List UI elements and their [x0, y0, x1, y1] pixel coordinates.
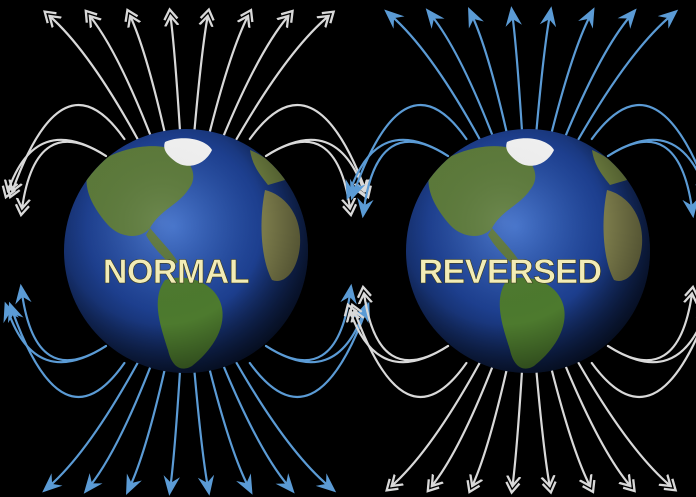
field-line-white-bottom-12 [350, 311, 450, 364]
field-lines [3, 6, 696, 496]
field-line-blue-top-0 [349, 103, 468, 201]
field-line-white-bottom-13 [606, 311, 696, 364]
field-line-blue-top-1 [384, 9, 481, 141]
field-line-blue-bottom-8 [235, 361, 337, 493]
field-line-white-top-1 [50, 16, 139, 141]
earth-globe-normal [64, 129, 308, 373]
field-line-blue-top-5 [534, 6, 557, 141]
field-line-blue-bottom-6 [206, 361, 253, 495]
field-line-white-top-2 [90, 16, 153, 141]
field-line-white-bottom-4 [513, 361, 524, 486]
field-line-blue-top-8 [577, 9, 679, 141]
field-line-white-top-8 [235, 16, 329, 141]
field-line-white-top-7 [221, 16, 288, 141]
earth-globe-reversed [406, 129, 650, 373]
field-line-blue-top-2 [425, 8, 495, 141]
field-line-blue-bottom-12 [3, 301, 108, 364]
field-line-white-bottom-2 [432, 361, 495, 486]
field-line-white-bottom-8 [577, 361, 671, 486]
field-line-blue-top-12 [345, 138, 450, 201]
field-line-blue-top-13 [606, 138, 696, 201]
field-line-blue-bottom-5 [192, 361, 215, 496]
field-line-white-top-3 [130, 16, 168, 141]
field-line-white-bottom-1 [392, 361, 481, 486]
label-reversed: REVERSED [418, 253, 601, 291]
field-line-blue-bottom-0 [7, 301, 126, 399]
label-normal: NORMAL [103, 253, 249, 291]
field-line-blue-top-3 [468, 7, 510, 141]
field-line-white-top-6 [206, 16, 248, 141]
field-line-white-top-4 [171, 16, 182, 141]
field-line-blue-bottom-7 [221, 361, 295, 494]
field-line-white-bottom-6 [548, 361, 590, 486]
field-line-white-bottom-9 [590, 336, 696, 399]
field-line-blue-bottom-9 [248, 301, 371, 399]
field-line-white-top-0 [12, 103, 126, 191]
field-line-blue-bottom-1 [42, 361, 139, 493]
field-line-white-bottom-5 [534, 361, 550, 486]
field-line-white-bottom-3 [472, 361, 510, 486]
field-line-blue-bottom-4 [163, 361, 182, 496]
field-line-blue-top-7 [563, 8, 637, 141]
field-line-blue-bottom-2 [83, 361, 153, 494]
field-line-white-top-12 [8, 138, 108, 191]
field-line-blue-bottom-3 [126, 361, 168, 495]
field-line-white-bottom-0 [354, 311, 468, 399]
field-line-white-bottom-7 [563, 361, 630, 486]
field-line-blue-top-4 [505, 6, 524, 141]
field-line-blue-top-6 [548, 7, 595, 141]
field-line-white-top-9 [248, 103, 366, 191]
field-line-blue-top-9 [590, 103, 696, 166]
field-line-white-top-5 [192, 16, 208, 141]
